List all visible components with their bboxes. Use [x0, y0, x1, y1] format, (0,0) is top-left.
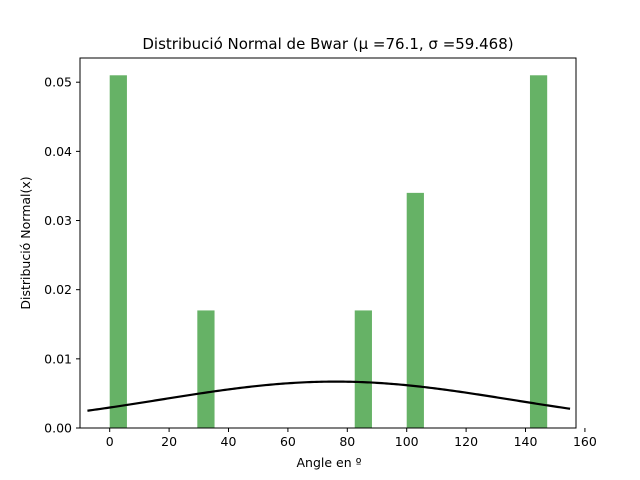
histogram-bar-4: [529, 75, 548, 428]
x-axis-label: Angle en º: [296, 455, 361, 470]
x-tick-label: 60: [280, 434, 296, 449]
chart-title: Distribució Normal de Bwar (μ =76.1, σ =…: [142, 35, 513, 53]
histogram-bar-0: [109, 75, 127, 428]
x-tick-label: 100: [395, 434, 419, 449]
histogram-bar-1: [197, 310, 215, 428]
x-tick-label: 160: [573, 434, 597, 449]
x-tick-label: 120: [454, 434, 478, 449]
y-tick-label: 0.04: [44, 144, 72, 159]
y-tick-label: 0.03: [44, 213, 72, 228]
x-tick-label: 80: [339, 434, 355, 449]
histogram-bar-3: [406, 192, 424, 428]
y-ticks-layer: 0.00 0.01 0.02 0.03 0.04 0.05: [44, 75, 80, 436]
x-tick-label: 140: [514, 434, 538, 449]
y-axis-label: Distribució Normal(x): [18, 176, 33, 309]
y-tick-label: 0.00: [44, 421, 72, 436]
x-tick-label: 0: [106, 434, 114, 449]
normal-pdf-curve: [87, 380, 571, 412]
curve-layer: [87, 380, 571, 412]
x-ticks-layer: 0 20 40 60 80 100 120 140 160: [106, 428, 597, 449]
x-tick-label: 40: [221, 434, 237, 449]
x-tick-label: 20: [161, 434, 177, 449]
y-tick-label: 0.02: [44, 282, 72, 297]
y-tick-label: 0.01: [44, 351, 72, 366]
plot-frame: [79, 57, 577, 429]
bars-layer: [109, 75, 548, 428]
histogram-bar-2: [354, 310, 372, 428]
y-tick-label: 0.05: [44, 75, 72, 90]
